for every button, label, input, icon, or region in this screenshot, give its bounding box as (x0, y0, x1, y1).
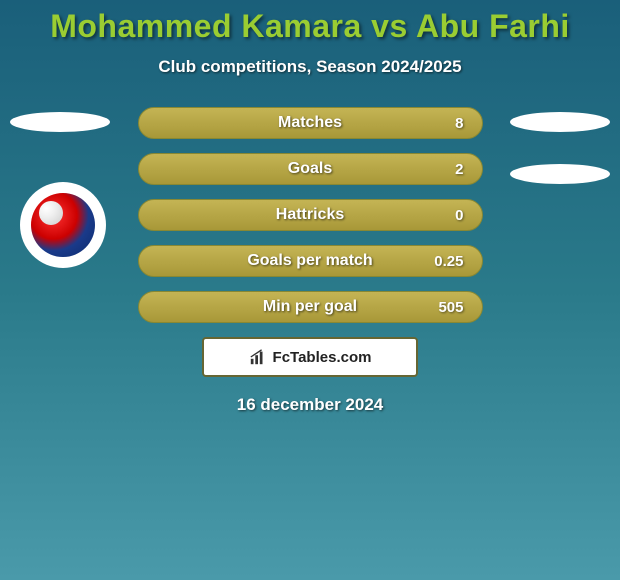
stat-label: Matches (278, 114, 342, 132)
comparison-bars: Matches 8 Goals 2 Hattricks 0 Goals per … (138, 107, 483, 323)
stat-value-right: 8 (434, 115, 464, 132)
page-subtitle: Club competitions, Season 2024/2025 (0, 57, 620, 77)
player-right-avatar-2 (510, 164, 610, 184)
stat-value-right: 0.25 (434, 253, 464, 270)
stat-label: Goals (288, 160, 332, 178)
stat-row-goals: Goals 2 (138, 153, 483, 185)
stat-row-goals-per-match: Goals per match 0.25 (138, 245, 483, 277)
stat-label: Min per goal (263, 298, 357, 316)
stat-value-right: 505 (434, 299, 464, 316)
stat-row-min-per-goal: Min per goal 505 (138, 291, 483, 323)
page-title: Mohammed Kamara vs Abu Farhi (0, 8, 620, 45)
stat-row-hattricks: Hattricks 0 (138, 199, 483, 231)
stat-label: Goals per match (247, 252, 372, 270)
date-label: 16 december 2024 (0, 395, 620, 415)
player-left-avatar (10, 112, 110, 132)
header: Mohammed Kamara vs Abu Farhi Club compet… (0, 0, 620, 77)
club-badge-inner (31, 193, 95, 257)
stat-label: Hattricks (276, 206, 344, 224)
player-right-avatar (510, 112, 610, 132)
footer-label: FcTables.com (273, 349, 372, 366)
content: Matches 8 Goals 2 Hattricks 0 Goals per … (0, 107, 620, 415)
chart-icon (249, 348, 267, 366)
stat-value-right: 2 (434, 161, 464, 178)
stat-value-right: 0 (434, 207, 464, 224)
stat-row-matches: Matches 8 (138, 107, 483, 139)
footer-attribution: FcTables.com (202, 337, 418, 377)
club-badge (20, 182, 106, 268)
